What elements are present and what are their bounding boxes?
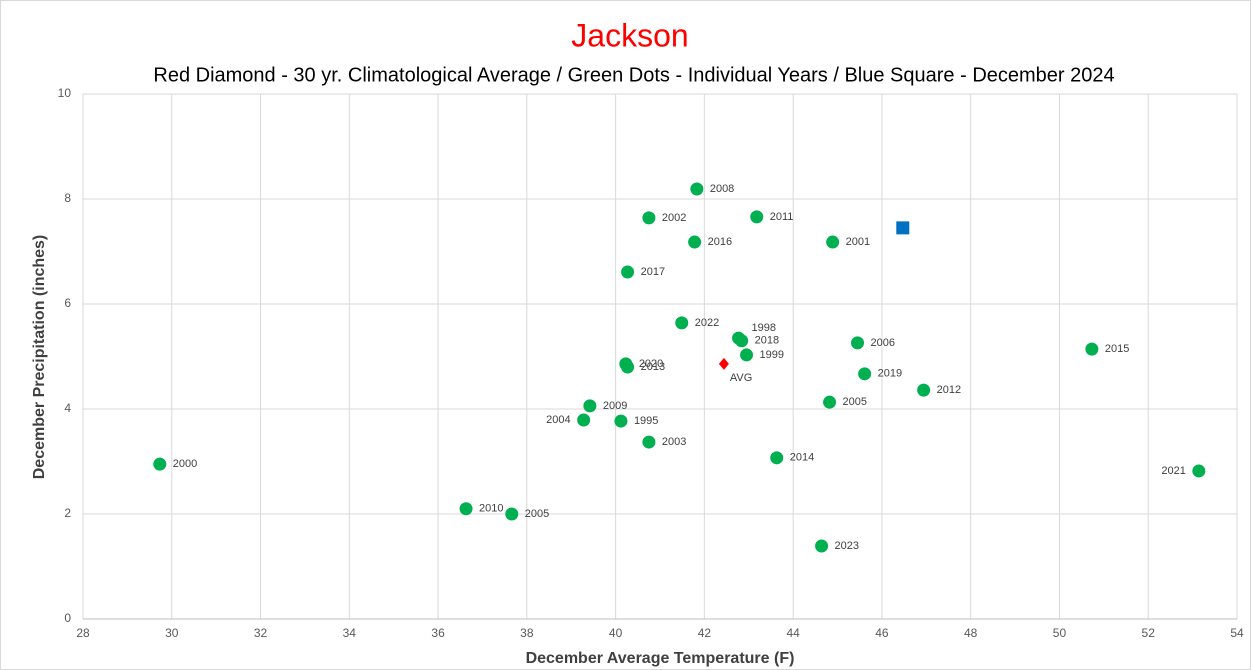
- data-point: [735, 334, 749, 348]
- point-label: 1995: [634, 415, 658, 427]
- point-label: 2012: [937, 384, 961, 396]
- point-label: 2006: [871, 337, 895, 349]
- point-label: 2010: [479, 503, 503, 515]
- point-label: 2019: [878, 368, 902, 380]
- point-label: 2003: [662, 436, 686, 448]
- data-point: [614, 414, 628, 428]
- point-label: 2005: [843, 396, 867, 408]
- point-label: 2023: [835, 540, 859, 552]
- data-point: [896, 221, 910, 235]
- y-tick-label: 0: [64, 611, 71, 625]
- data-point: [740, 348, 754, 362]
- point-label: 2016: [708, 236, 732, 248]
- x-tick-label: 40: [609, 626, 623, 640]
- chart-title: Jackson: [571, 17, 688, 53]
- point-label: 2020: [639, 358, 663, 370]
- point-label: 2008: [710, 183, 734, 195]
- x-tick-label: 28: [76, 626, 90, 640]
- point-label: 2011: [770, 211, 794, 223]
- x-tick-label: 54: [1230, 626, 1244, 640]
- point-label: 2017: [641, 266, 665, 278]
- data-point: [917, 383, 931, 397]
- point-label: 1999: [760, 349, 784, 361]
- y-tick-label: 8: [64, 191, 71, 205]
- y-axis-label: December Precipitation (inches): [31, 235, 48, 480]
- point-label: 1998: [752, 322, 776, 334]
- point-label: AVG: [730, 372, 752, 384]
- data-point: [459, 502, 473, 516]
- point-label: 2005: [525, 508, 549, 520]
- x-tick-label: 34: [343, 626, 357, 640]
- data-point: [577, 413, 591, 427]
- data-point: [505, 507, 519, 521]
- x-tick-label: 48: [964, 626, 978, 640]
- point-label: 2013: [641, 361, 665, 373]
- data-point: [1085, 342, 1099, 356]
- data-point: [675, 316, 689, 330]
- y-tick-label: 10: [58, 86, 72, 100]
- data-point: [858, 367, 872, 381]
- x-tick-label: 44: [786, 626, 800, 640]
- point-label: 2001: [846, 236, 870, 248]
- point-label: 2004: [546, 414, 570, 426]
- x-tick-label: 50: [1053, 626, 1067, 640]
- data-point: [153, 457, 167, 471]
- data-point: [690, 182, 704, 196]
- x-tick-label: 38: [520, 626, 534, 640]
- x-tick-label: 52: [1142, 626, 1156, 640]
- data-point: [621, 265, 635, 279]
- x-tick-label: 42: [698, 626, 712, 640]
- point-label: 2018: [755, 335, 779, 347]
- data-point: [823, 395, 837, 409]
- data-point: [770, 451, 784, 465]
- data-point: [750, 210, 764, 224]
- data-point: [642, 211, 656, 225]
- data-point: [621, 360, 635, 374]
- x-axis-label: December Average Temperature (F): [526, 650, 795, 667]
- chart-subtitle: Red Diamond - 30 yr. Climatological Aver…: [153, 64, 1114, 86]
- data-point: [583, 399, 597, 413]
- data-point: [1192, 464, 1206, 478]
- data-point: [642, 435, 656, 449]
- y-tick-label: 2: [64, 506, 71, 520]
- point-label: 2022: [695, 317, 719, 329]
- data-point: [851, 336, 865, 350]
- point-label: 2021: [1161, 465, 1185, 477]
- x-tick-label: 30: [165, 626, 179, 640]
- data-point: [688, 235, 702, 249]
- point-label: 2009: [603, 400, 627, 412]
- data-point: [815, 539, 829, 553]
- data-point: [718, 357, 729, 370]
- y-tick-label: 4: [64, 401, 71, 415]
- x-tick-label: 46: [875, 626, 889, 640]
- point-label: 2014: [790, 452, 814, 464]
- point-label: 2002: [662, 212, 686, 224]
- x-tick-label: 36: [431, 626, 445, 640]
- point-label: 2015: [1105, 343, 1129, 355]
- point-label: 2000: [173, 458, 197, 470]
- data-point: [826, 235, 840, 249]
- y-tick-label: 6: [64, 296, 71, 310]
- x-tick-label: 32: [254, 626, 268, 640]
